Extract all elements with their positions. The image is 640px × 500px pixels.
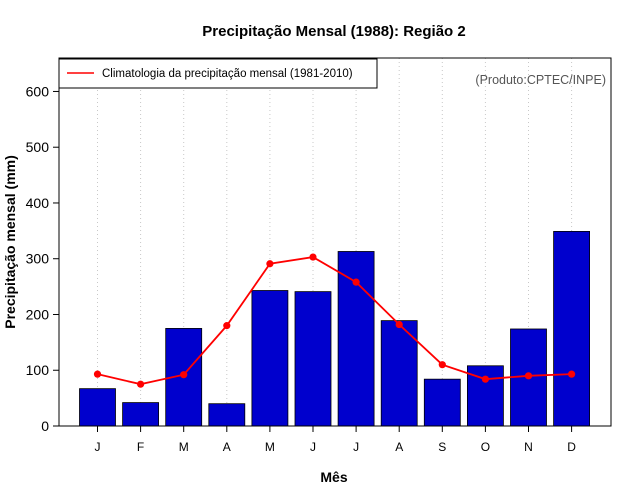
x-tick-label: J xyxy=(310,440,316,454)
legend-box xyxy=(58,58,378,89)
x-tick-label: M xyxy=(265,440,275,454)
y-tick-label: 300 xyxy=(26,251,50,267)
bar xyxy=(208,403,246,427)
bar xyxy=(553,231,590,427)
x-tick-label: N xyxy=(524,440,533,454)
x-tick-label: S xyxy=(438,440,446,454)
climatology-point xyxy=(524,372,533,380)
y-tick-label: 400 xyxy=(26,195,50,211)
climatology-point xyxy=(438,361,446,369)
bar xyxy=(423,378,461,427)
x-axis-label: Mês xyxy=(320,469,347,485)
chart-title: Precipitação Mensal (1988): Região 2 xyxy=(202,23,465,40)
plot-frame xyxy=(58,57,612,427)
climatology-point xyxy=(395,320,403,329)
x-tick-label: D xyxy=(567,440,576,454)
bar xyxy=(294,291,332,427)
x-tick-label: J xyxy=(95,440,101,454)
source-annotation: (Produto:CPTEC/INPE) xyxy=(475,73,606,87)
y-axis-label: Precipitação mensal (mm) xyxy=(2,155,18,329)
bar xyxy=(79,388,116,427)
y-tick-label: 100 xyxy=(26,362,50,378)
climatology-point xyxy=(180,371,188,379)
bar xyxy=(122,402,159,427)
climatology-point xyxy=(352,278,360,286)
y-tick-label: 0 xyxy=(41,418,49,434)
climatology-point xyxy=(137,380,145,388)
bar xyxy=(251,290,289,427)
y-tick-label: 600 xyxy=(26,83,50,99)
x-tick-label: A xyxy=(395,440,403,454)
climatology-point xyxy=(266,260,274,268)
climatology-point xyxy=(223,322,231,330)
climatology-series xyxy=(93,253,576,388)
climatology-point xyxy=(481,375,489,383)
x-tick-label: M xyxy=(179,440,189,454)
bar xyxy=(337,251,375,427)
x-tick-label: A xyxy=(223,440,231,454)
climatology-point xyxy=(568,370,576,378)
x-tick-label: O xyxy=(481,440,490,454)
x-tick-label: F xyxy=(137,440,144,454)
legend-label: Climatologia da precipitação mensal (198… xyxy=(102,68,353,80)
y-tick-label: 500 xyxy=(26,139,50,155)
climatology-point xyxy=(93,370,102,378)
x-tick-label: J xyxy=(353,440,359,454)
legend: Climatologia da precipitação mensal (198… xyxy=(58,58,378,89)
y-axis: 0 100 200 300 400 500 600 xyxy=(26,83,59,434)
bar-series xyxy=(79,231,590,427)
y-tick-label: 200 xyxy=(26,306,50,322)
climatology-point xyxy=(309,253,317,261)
climatology-line xyxy=(97,256,572,386)
